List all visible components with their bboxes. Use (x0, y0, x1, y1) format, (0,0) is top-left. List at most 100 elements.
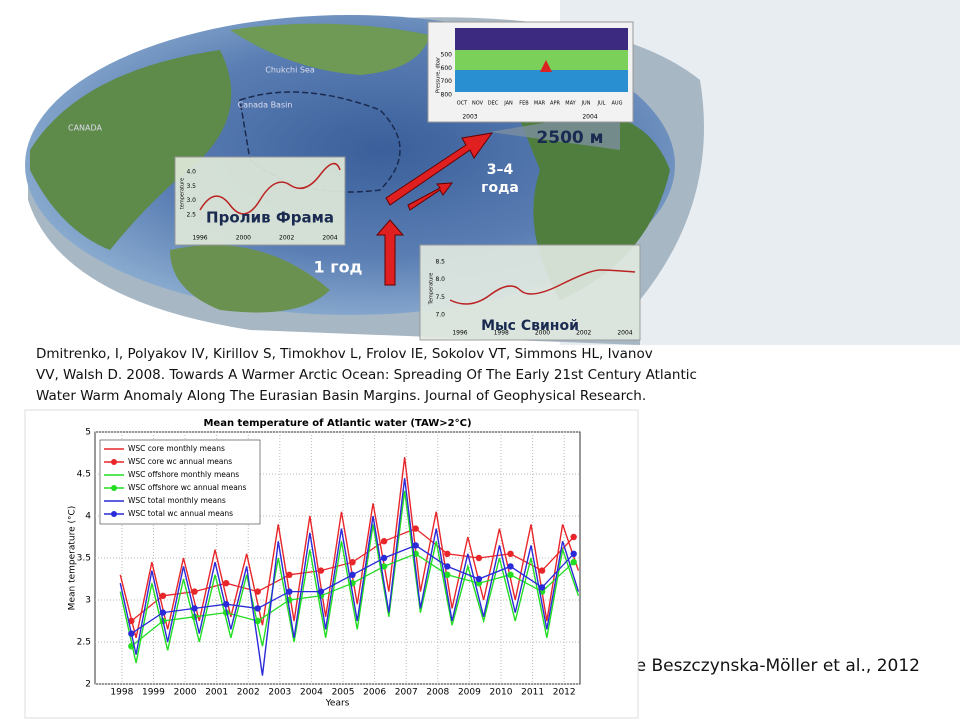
inset-tick-label: JUL (597, 101, 606, 107)
map-label: года (481, 180, 519, 196)
series-marker (380, 538, 388, 545)
inset-tick-label: 2004 (617, 330, 632, 337)
y-axis-label: Mean temperature (°C) (68, 506, 78, 611)
series-marker (254, 605, 261, 612)
y-tick-label: 2.5 (77, 638, 91, 648)
series-marker (254, 617, 261, 625)
inset-tick-label: 3.5 (186, 183, 196, 190)
inset-tick-label: 3.0 (186, 197, 196, 204)
x-axis-label: Years (325, 699, 350, 709)
inset-tick-label: MAR (534, 101, 546, 107)
map-label: Мыс Свиной (481, 318, 579, 334)
citation-line: Dmitrenko, I, Polyakov IV, Kirillov S, T… (36, 346, 653, 362)
x-tick-label: 2011 (521, 688, 544, 698)
series-marker (349, 571, 356, 578)
map-label: 2500 м (536, 128, 603, 148)
citation-line: VV, Walsh D. 2008. Towards A Warmer Arct… (36, 367, 697, 383)
series-marker (128, 643, 135, 650)
inset-tick-label: 2004 (582, 114, 597, 121)
series-marker (254, 588, 261, 595)
legend-label: WSC offshore monthly means (128, 470, 239, 479)
series-marker (444, 563, 451, 570)
series-marker (159, 609, 167, 616)
inset-tick-label: 7.0 (435, 312, 445, 319)
legend-marker (111, 459, 117, 465)
series-marker (191, 605, 198, 612)
inset-tick-label: FEB (519, 101, 529, 107)
legend-label: WSC offshore wc annual means (128, 483, 247, 492)
citation-line: Water Warm Anomaly Along The Eurasian Ba… (36, 388, 646, 404)
x-tick-label: 2000 (174, 688, 197, 698)
land (230, 23, 430, 76)
inset-tick-label: JAN (503, 101, 513, 107)
inset-band (455, 50, 628, 70)
series-marker (128, 630, 135, 637)
arrow (385, 132, 494, 206)
inset-tick-label: 500 (441, 52, 453, 59)
inset-axis-label: Temperature (429, 273, 435, 306)
arrow (407, 182, 454, 211)
series-marker (475, 575, 483, 583)
inset-svinoy (419, 244, 641, 341)
y-tick-label: 3.5 (77, 554, 91, 564)
series-marker (317, 588, 325, 595)
series-marker (159, 592, 167, 599)
series-marker (570, 533, 577, 541)
series-marker (444, 550, 451, 557)
legend-marker (111, 485, 117, 491)
inset-tick-label: 2003 (462, 114, 477, 121)
inset-tick-label: MAY (565, 101, 576, 107)
inset-tick-label: JUN (581, 101, 591, 107)
marker (540, 60, 552, 72)
series-marker (570, 550, 577, 557)
map-label: Пролив Фрама (206, 209, 334, 227)
x-tick-label: 2012 (553, 688, 576, 698)
y-tick-label: 4 (85, 512, 91, 522)
legend-label: WSC core wc annual means (128, 457, 232, 466)
y-tick-label: 4.5 (77, 470, 91, 480)
inset-tick-label: 2002 (576, 330, 591, 337)
place-name: Chukchi Sea (265, 66, 315, 75)
inset-tick-label: 600 (441, 65, 453, 72)
series-marker (222, 580, 230, 587)
inset-axis-label: temperature (180, 178, 186, 209)
y-tick-label: 5 (85, 428, 91, 438)
legend-label: WSC core monthly means (128, 444, 225, 453)
series-marker (475, 554, 483, 562)
series-marker (444, 571, 451, 578)
series-marker (222, 601, 230, 608)
x-tick-label: 1998 (110, 688, 133, 698)
x-tick-label: 2003 (268, 688, 291, 698)
series-marker (380, 563, 388, 570)
place-name: Canada Basin (238, 101, 293, 110)
inset-tick-label: 2002 (279, 235, 294, 242)
series-marker (538, 567, 546, 574)
legend-box (99, 439, 261, 525)
inset-tick-label: 2000 (236, 235, 251, 242)
inset-tick-label: APR (550, 101, 560, 107)
legend-label: WSC total monthly means (128, 496, 226, 505)
series-line (119, 490, 580, 664)
series-marker (349, 559, 356, 566)
x-tick-label: 2008 (426, 688, 449, 698)
series-marker (538, 584, 546, 591)
series-marker (380, 554, 388, 562)
inset-tick-label: 8.5 (435, 259, 445, 266)
x-tick-label: 2006 (363, 688, 386, 698)
legend-marker (111, 511, 117, 517)
x-tick-label: 1999 (142, 688, 165, 698)
x-tick-label: 2001 (205, 688, 228, 698)
x-tick-label: 2007 (395, 688, 418, 698)
series-marker (412, 525, 419, 532)
inset-line (199, 162, 341, 215)
inset-axis-label: Pressure, dbar (436, 56, 442, 93)
arrow (375, 219, 405, 286)
inset-band (455, 70, 628, 92)
x-tick-label: 2010 (490, 688, 513, 698)
update-note: Update Beszczynska-Möller et al., 2012 (585, 656, 920, 676)
series-marker (286, 588, 293, 595)
x-tick-label: 2002 (237, 688, 260, 698)
legend-label: WSC total wc annual means (128, 509, 233, 518)
inset-tick-label: 800 (441, 92, 453, 99)
land (170, 245, 330, 313)
